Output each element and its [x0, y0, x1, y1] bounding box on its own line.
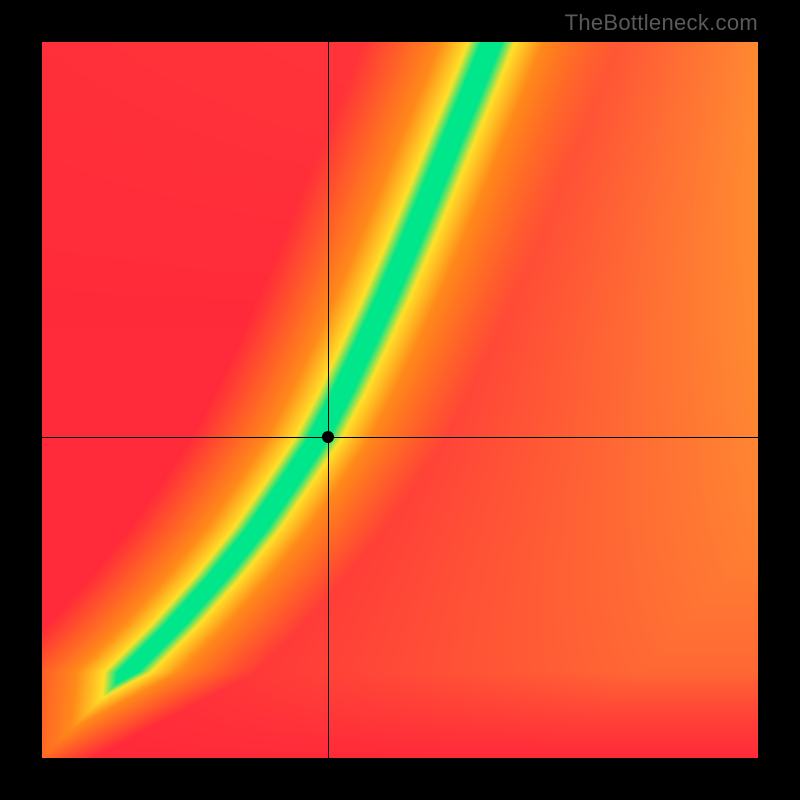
bottleneck-heatmap: [42, 42, 758, 758]
crosshair-horizontal: [42, 437, 758, 438]
watermark-text: TheBottleneck.com: [565, 10, 758, 36]
chart-container: TheBottleneck.com: [0, 0, 800, 800]
crosshair-point: [322, 431, 334, 443]
crosshair-vertical: [328, 42, 329, 758]
